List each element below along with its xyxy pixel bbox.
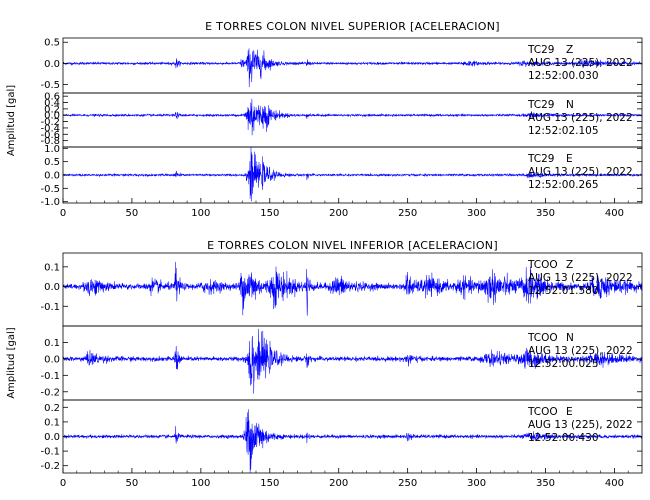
y-tick-label: -0.1: [40, 302, 60, 313]
waveform-line: [62, 98, 643, 136]
y-tick-label: 0.1: [44, 262, 60, 273]
date-label: AUG 13 (225), 2022: [528, 419, 633, 431]
y-tick-label: 0.5: [44, 157, 60, 168]
time-label: 12:52:00.025: [528, 358, 599, 370]
x-tick-label: 0: [60, 478, 66, 489]
y-tick-label: 0.0: [44, 282, 60, 293]
component-label: N: [566, 332, 574, 344]
x-tick-label: 50: [126, 478, 139, 489]
component-label: E: [566, 153, 573, 165]
x-tick-label: 0: [60, 208, 66, 219]
y-tick-label: 0.0: [44, 171, 60, 182]
y-tick-label: -0.2: [40, 461, 60, 472]
y-tick-label: 0.2: [44, 403, 60, 414]
waveform-line: [62, 261, 643, 316]
x-tick-label: 100: [191, 208, 210, 219]
y-tick-label: -0.5: [40, 80, 60, 91]
chart-panel-2: E TORRES COLON NIVEL INFERIOR [ACELERACI…: [6, 239, 643, 489]
station-label: TCOO: [527, 332, 558, 344]
station-label: TC29: [527, 99, 555, 111]
y-tick-label: 0.2: [44, 104, 60, 115]
y-tick-label: 0.4: [44, 98, 60, 109]
time-label: 12:52:01.580: [528, 285, 599, 297]
x-tick-label: 250: [398, 208, 417, 219]
time-label: 12:52:00.265: [528, 179, 599, 191]
x-tick-label: 200: [329, 478, 348, 489]
component-label: Z: [566, 259, 573, 271]
y-tick-label: -0.8: [40, 136, 60, 147]
y-tick-label: 0.0: [44, 59, 60, 70]
time-label: 12:52:02.105: [528, 125, 599, 137]
x-tick-label: 50: [126, 208, 139, 219]
time-label: 12:52:00.030: [528, 70, 599, 82]
x-tick-label: 300: [467, 478, 486, 489]
y-tick-label: -0.5: [40, 184, 60, 195]
station-label: TCOO: [527, 406, 558, 418]
waveform-line: [62, 146, 643, 202]
chart-title: E TORRES COLON NIVEL INFERIOR [ACELERACI…: [207, 239, 498, 252]
x-tick-label: 200: [329, 208, 348, 219]
waveform-line: [62, 328, 643, 394]
y-tick-label: 0.0: [44, 354, 60, 365]
component-label: Z: [566, 44, 573, 56]
y-tick-label: 0.6: [44, 92, 60, 103]
y-tick-label: -0.2: [40, 117, 60, 128]
y-tick-label: -0.1: [40, 447, 60, 458]
x-tick-label: 350: [536, 478, 555, 489]
station-label: TC29: [527, 153, 555, 165]
x-tick-label: 400: [605, 208, 624, 219]
chart-title: E TORRES COLON NIVEL SUPERIOR [ACELERACI…: [205, 20, 500, 33]
x-tick-label: 150: [260, 208, 279, 219]
x-tick-label: 250: [398, 478, 417, 489]
station-label: TC29: [527, 44, 555, 56]
y-tick-label: -0.6: [40, 130, 60, 141]
y-axis-label: Amplitud [gal]: [6, 85, 17, 156]
y-axis-label: Amplitud [gal]: [6, 327, 17, 398]
x-tick-label: 300: [467, 208, 486, 219]
component-label: E: [566, 406, 573, 418]
x-tick-label: 400: [605, 478, 624, 489]
y-tick-label: -0.2: [40, 387, 60, 398]
x-tick-label: 350: [536, 208, 555, 219]
component-label: N: [566, 99, 574, 111]
y-tick-label: -1.0: [40, 197, 60, 208]
date-label: AUG 13 (225), 2022: [528, 272, 633, 284]
y-tick-label: 0.1: [44, 417, 60, 428]
date-label: AUG 13 (225), 2022: [528, 112, 633, 124]
date-label: AUG 13 (225), 2022: [528, 345, 633, 357]
y-tick-label: -0.4: [40, 123, 60, 134]
chart-panel-1: E TORRES COLON NIVEL SUPERIOR [ACELERACI…: [6, 20, 643, 219]
waveform-line: [62, 48, 643, 88]
y-tick-label: 0.0: [44, 111, 60, 122]
y-tick-label: -0.1: [40, 371, 60, 382]
time-label: 12:52:00.430: [528, 432, 599, 444]
date-label: AUG 13 (225), 2022: [528, 57, 633, 69]
y-tick-label: 1.0: [44, 144, 60, 155]
x-tick-label: 150: [260, 478, 279, 489]
y-tick-label: 0.0: [44, 432, 60, 443]
station-label: TCOO: [527, 259, 558, 271]
y-tick-label: 0.1: [44, 338, 60, 349]
waveform-line: [62, 409, 643, 474]
y-tick-label: 0.5: [44, 38, 60, 49]
date-label: AUG 13 (225), 2022: [528, 166, 633, 178]
x-tick-label: 100: [191, 478, 210, 489]
